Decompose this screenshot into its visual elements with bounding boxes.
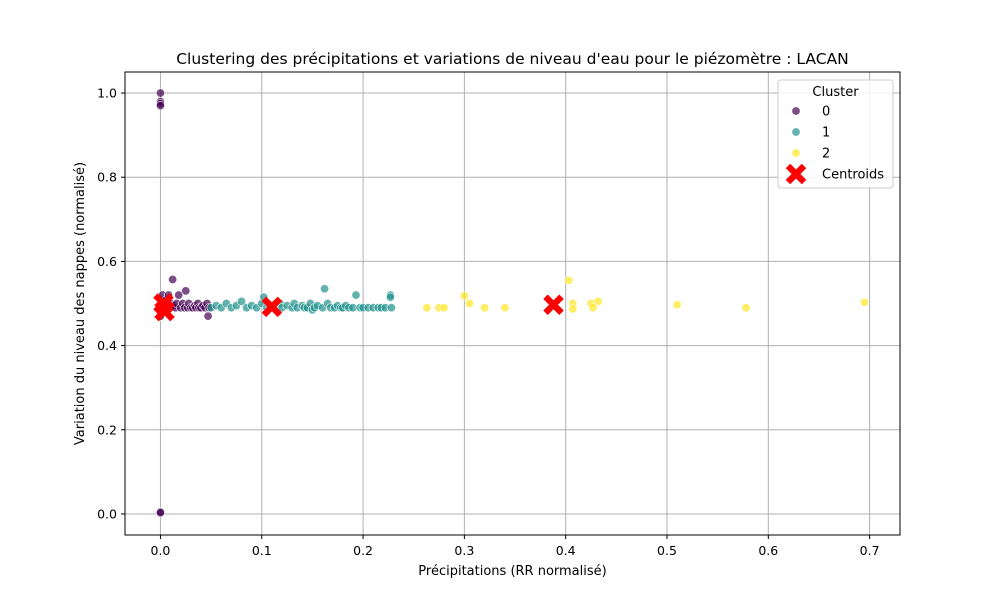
legend-cluster-0-marker	[791, 106, 801, 116]
chart-title: Clustering des précipitations et variati…	[176, 50, 849, 68]
cluster-1-point	[351, 290, 361, 300]
legend-centroids-marker	[785, 163, 807, 185]
legend-entry-label: Centroids	[822, 168, 884, 183]
cluster-1-point	[385, 292, 395, 302]
legend-title: Cluster	[812, 85, 859, 100]
x-tick-label: 0.3	[454, 543, 474, 558]
cluster-2-point	[588, 303, 598, 313]
cluster-2-point	[568, 304, 578, 314]
cluster-2-point	[422, 303, 432, 313]
x-axis-label: Précipitations (RR normalisé)	[418, 564, 606, 579]
cluster-0-point	[155, 88, 165, 98]
legend-cluster-1-marker	[791, 127, 801, 137]
cluster-2-point	[593, 296, 603, 306]
cluster-1-point	[320, 284, 330, 294]
cluster-2-point	[672, 300, 682, 310]
y-axis-label: Variation du niveau des nappes (normalis…	[73, 162, 88, 445]
cluster-2-point	[741, 303, 751, 313]
cluster-1-point	[237, 296, 247, 306]
plot-frame	[124, 71, 901, 536]
cluster-2-point	[500, 303, 510, 313]
cluster-2-point	[480, 303, 490, 313]
legend: Cluster 0 1 2 Centroids	[777, 79, 894, 189]
cluster-0-point	[181, 286, 191, 296]
centroid-marker	[154, 300, 175, 322]
y-tick-label: 0.8	[97, 170, 117, 185]
x-tick-label: 0.4	[556, 543, 576, 558]
data-points	[155, 88, 870, 518]
x-tick-label: 0.2	[353, 543, 373, 558]
y-tick-label: 1.0	[97, 86, 117, 101]
cluster-2-point	[459, 291, 469, 301]
y-tick-label: 0.6	[97, 254, 117, 269]
cluster-0-point	[155, 101, 165, 111]
cluster-2-point	[860, 297, 870, 307]
cluster-0-point	[155, 508, 165, 518]
x-tick-label: 0.5	[657, 543, 677, 558]
cluster-2-point	[464, 298, 474, 308]
cluster-2-point	[564, 275, 574, 285]
cluster-0-point	[203, 311, 213, 321]
y-tick-label: 0.0	[97, 506, 117, 521]
centroid-markers	[153, 293, 564, 322]
grid-lines	[125, 72, 900, 535]
cluster-2-point	[439, 303, 449, 313]
axis-ticks: 0.0 0.1 0.2 0.3 0.4 0.5 0.6 0.7 0.0 0.2 0.4 0.6 0.8 1…	[97, 86, 879, 558]
x-tick-label: 0.1	[252, 543, 272, 558]
y-tick-label: 0.4	[97, 338, 117, 353]
x-tick-label: 0.7	[860, 543, 880, 558]
centroid-marker	[543, 294, 564, 316]
legend-cluster-2-marker	[791, 148, 801, 158]
legend-entry-label: 2	[822, 147, 830, 162]
cluster-0-point	[174, 290, 184, 300]
centroid-marker	[261, 296, 283, 318]
x-tick-label: 0.6	[758, 543, 778, 558]
legend-box	[777, 79, 894, 189]
y-tick-label: 0.2	[97, 422, 117, 437]
legend-entry-label: 1	[822, 126, 830, 141]
cluster-1-point	[386, 303, 396, 313]
legend-entry-label: 0	[822, 105, 830, 120]
cluster-0-point	[168, 275, 178, 285]
x-tick-label: 0.0	[151, 543, 171, 558]
